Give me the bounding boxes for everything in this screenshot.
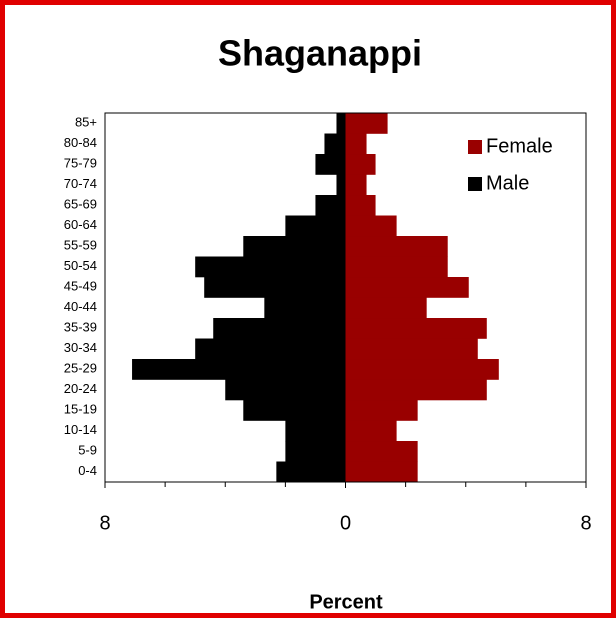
- x-tick-label: 8: [580, 512, 591, 534]
- bar: [345, 113, 388, 134]
- bar: [345, 174, 367, 196]
- bar: [195, 338, 346, 360]
- bar: [345, 154, 376, 175]
- y-tick-label: 65-69: [64, 197, 97, 212]
- bar: [345, 318, 487, 339]
- bar: [345, 359, 499, 380]
- y-tick-label: 45-49: [64, 279, 97, 294]
- y-tick-label: 20-24: [64, 381, 97, 396]
- bar: [345, 256, 448, 278]
- bar: [132, 359, 346, 380]
- y-tick-label: 10-14: [64, 422, 97, 437]
- y-tick-label: 50-54: [64, 258, 97, 273]
- bar: [315, 154, 346, 175]
- y-tick-label: 80-84: [64, 135, 97, 150]
- bar: [345, 236, 448, 257]
- bar: [243, 236, 346, 257]
- bar: [225, 379, 346, 401]
- legend-label: Female: [486, 135, 553, 157]
- legend-swatch: [468, 140, 482, 154]
- bar: [345, 400, 418, 421]
- y-tick-label: 55-59: [64, 238, 97, 253]
- bar: [336, 174, 346, 196]
- y-tick-label: 75-79: [64, 156, 97, 171]
- legend-label: Male: [486, 172, 529, 194]
- x-axis-label: Percent: [309, 591, 383, 613]
- bar: [345, 338, 478, 360]
- y-tick-label: 5-9: [78, 443, 97, 458]
- bar: [285, 215, 346, 237]
- y-tick-label: 30-34: [64, 340, 97, 355]
- bar: [285, 441, 346, 462]
- bar: [345, 133, 367, 155]
- bar: [276, 461, 346, 483]
- bar: [345, 461, 418, 483]
- bar: [345, 420, 397, 442]
- y-tick-label: 85+: [75, 115, 97, 130]
- x-tick-label: 8: [99, 512, 110, 534]
- bar: [315, 195, 346, 216]
- bar: [345, 441, 418, 462]
- x-tick-label: 0: [340, 512, 351, 534]
- bar: [243, 400, 346, 421]
- y-tick-label: 0-4: [78, 463, 97, 478]
- bar: [345, 277, 469, 298]
- bar: [204, 277, 346, 298]
- bar: [345, 379, 487, 401]
- y-tick-label: 15-19: [64, 402, 97, 417]
- bar: [345, 297, 427, 319]
- y-tick-label: 70-74: [64, 176, 97, 191]
- legend-swatch: [468, 177, 482, 191]
- y-tick-label: 60-64: [64, 217, 97, 232]
- y-tick-label: 35-39: [64, 320, 97, 335]
- y-tick-label: 25-29: [64, 361, 97, 376]
- bar: [345, 215, 397, 237]
- bar: [264, 297, 346, 319]
- bar: [336, 113, 346, 134]
- bar: [195, 256, 346, 278]
- bar: [345, 195, 376, 216]
- bar: [324, 133, 346, 155]
- chart-title: Shaganappi: [218, 33, 422, 74]
- y-tick-label: 40-44: [64, 299, 97, 314]
- bar: [213, 318, 346, 339]
- bar: [285, 420, 346, 442]
